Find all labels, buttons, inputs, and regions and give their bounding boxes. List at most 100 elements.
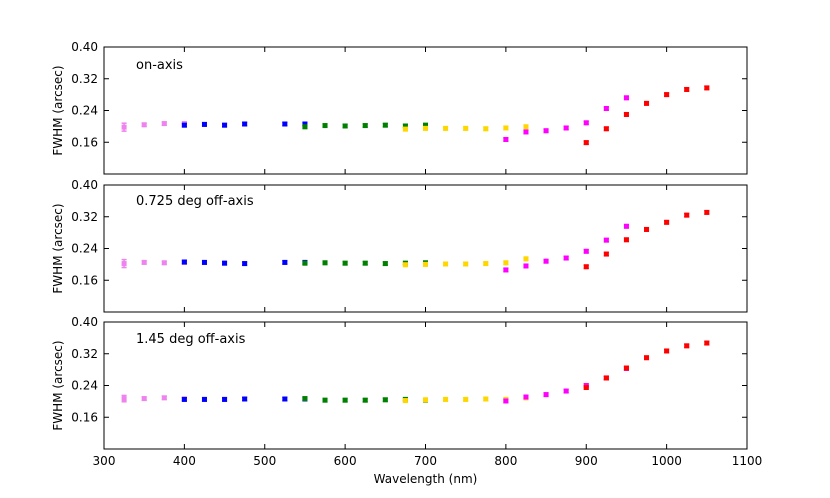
y-tick-label: 0.24 (71, 379, 98, 393)
tick-group: 0.16 0.24 0.32 0.40 (71, 40, 748, 174)
data-point (362, 397, 368, 403)
data-point (161, 121, 167, 127)
y-tick-label: 0.32 (71, 347, 98, 361)
x-tick-label: 1000 (651, 454, 682, 468)
data-point (382, 122, 388, 128)
y-tick-label: 0.40 (71, 315, 98, 329)
data-point (282, 121, 288, 127)
y-axis-label: FWHM (arcsec) (51, 340, 65, 430)
y-axis-label: FWHM (arcsec) (51, 203, 65, 293)
data-point (282, 259, 288, 265)
data-point (402, 262, 408, 268)
y-tick-label: 0.32 (71, 210, 98, 224)
data-point (342, 260, 348, 266)
data-point (362, 260, 368, 266)
data-point (181, 122, 187, 128)
y-tick-label: 0.16 (71, 273, 98, 287)
data-point (563, 255, 569, 261)
data-point (463, 396, 469, 402)
data-point (342, 397, 348, 403)
data-point (543, 128, 549, 134)
y-tick-label: 0.16 (71, 410, 98, 424)
data-point (704, 85, 710, 91)
data-point (141, 396, 147, 402)
data-point (704, 340, 710, 346)
data-point (583, 264, 589, 270)
data-point (684, 212, 690, 218)
data-point (423, 397, 428, 403)
data-point (242, 121, 248, 127)
data-point (141, 259, 147, 265)
data-point (603, 251, 609, 257)
data-point (443, 125, 449, 131)
data-point (664, 348, 670, 354)
data-point (201, 121, 207, 127)
data-point (483, 396, 489, 402)
data-point (362, 123, 368, 129)
data-point (583, 248, 589, 254)
data-point (322, 260, 328, 266)
data-point (402, 126, 408, 132)
data-point (423, 261, 428, 267)
data-point (583, 120, 589, 126)
x-tick-label: 700 (414, 454, 437, 468)
x-tick-label: 500 (253, 454, 276, 468)
data-point (563, 388, 569, 394)
data-point (181, 396, 187, 402)
data-point (382, 397, 388, 403)
data-point (503, 260, 509, 266)
data-point (503, 136, 509, 142)
x-tick-label: 300 (93, 454, 116, 468)
data-point (603, 237, 609, 243)
y-tick-label: 0.40 (71, 178, 98, 192)
data-point (623, 223, 629, 229)
plot-area (103, 46, 748, 175)
data-point (382, 261, 388, 267)
panel-145-deg-off-axis: 1.45 deg off-axis FWHM (arcsec) Waveleng… (51, 315, 762, 486)
data-point (563, 125, 569, 131)
x-tick-label: 600 (334, 454, 357, 468)
data-point (503, 125, 509, 131)
data-point (121, 396, 127, 402)
y-tick-label: 0.16 (71, 135, 98, 149)
data-point (322, 397, 328, 403)
data-point (463, 261, 469, 267)
data-marks (121, 209, 710, 273)
data-point (302, 121, 308, 127)
data-point (523, 256, 529, 262)
data-point (222, 260, 228, 266)
data-point (181, 259, 187, 265)
data-point (503, 398, 509, 404)
data-point (121, 124, 127, 130)
data-point (342, 123, 348, 129)
data-point (423, 125, 428, 131)
data-point (503, 267, 509, 273)
data-point (302, 396, 308, 402)
data-point (463, 125, 469, 131)
data-point (222, 396, 228, 402)
data-point (623, 365, 629, 371)
data-marks (121, 340, 710, 404)
y-tick-label: 0.32 (71, 72, 98, 86)
y-tick-label: 0.24 (71, 104, 98, 118)
data-point (583, 140, 589, 146)
data-point (161, 395, 167, 401)
panel-annotation: on-axis (136, 58, 183, 73)
data-point (141, 122, 147, 128)
x-axis-label: Wavelength (nm) (374, 472, 478, 486)
y-axis-label: FWHM (arcsec) (51, 65, 65, 155)
plot-area (103, 321, 748, 450)
data-point (644, 355, 650, 361)
tick-group: 0.16 0.24 0.32 0.40 (71, 178, 748, 312)
data-point (543, 258, 549, 264)
data-point (603, 126, 609, 132)
tick-group: 0.16 0.24 0.32 0.40 300 400 500 600 700 800 900 100… (71, 315, 762, 468)
x-tick-label: 400 (173, 454, 196, 468)
data-point (282, 396, 288, 402)
panel-0725-deg-off-axis: 0.725 deg off-axis FWHM (arcsec) 0.16 0.2… (51, 178, 748, 313)
data-point (423, 122, 428, 128)
data-point (483, 261, 489, 267)
data-point (302, 124, 308, 130)
data-point (543, 392, 549, 398)
data-point (684, 343, 690, 349)
